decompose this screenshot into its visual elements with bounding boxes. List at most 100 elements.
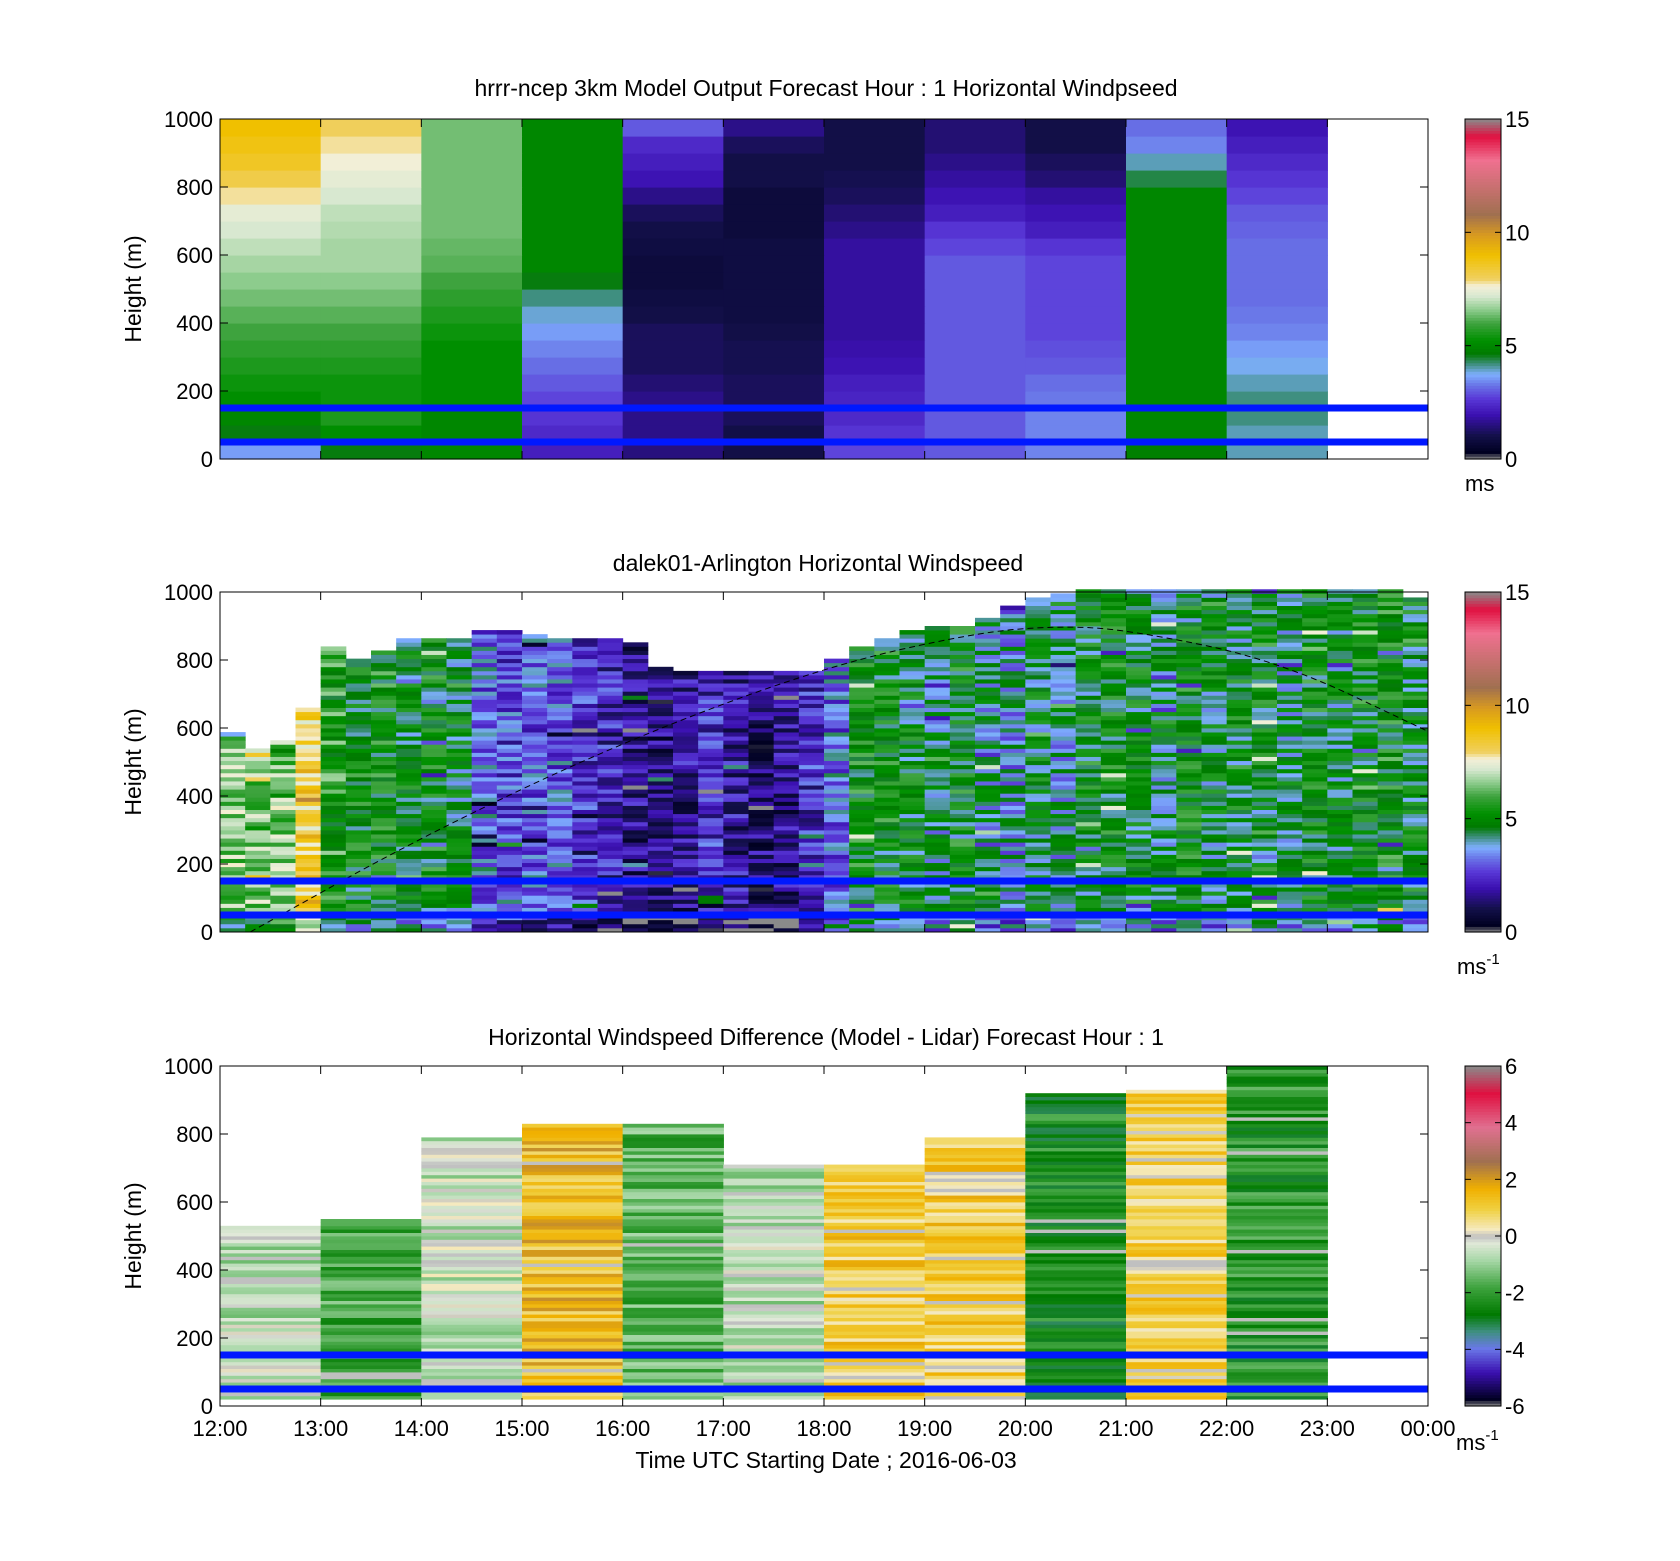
heatmap-cell bbox=[673, 797, 699, 802]
heatmap-cell bbox=[1151, 850, 1177, 855]
heatmap-cell bbox=[1302, 846, 1328, 851]
heatmap-cell bbox=[1176, 821, 1202, 827]
heatmap-cell bbox=[547, 830, 573, 835]
heatmap-cell bbox=[773, 821, 800, 827]
heatmap-cell bbox=[1000, 899, 1026, 904]
heatmap-cell bbox=[1226, 1147, 1328, 1152]
colorbar-tick-label: 15 bbox=[1505, 107, 1529, 132]
colorbar-swatch bbox=[1465, 597, 1501, 602]
heatmap-cell bbox=[446, 736, 473, 741]
heatmap-cell bbox=[1151, 699, 1177, 704]
heatmap-cell bbox=[1025, 1232, 1127, 1237]
heatmap-cell bbox=[723, 1317, 825, 1322]
heatmap-cell bbox=[1377, 736, 1404, 741]
heatmap-cell bbox=[295, 866, 322, 872]
heatmap-cell bbox=[220, 772, 246, 778]
heatmap-cell bbox=[371, 903, 397, 908]
heatmap-cell bbox=[1025, 740, 1051, 745]
heatmap-cell bbox=[924, 136, 1026, 154]
heatmap-cell bbox=[1126, 1256, 1228, 1261]
heatmap-cell bbox=[1327, 862, 1353, 868]
heatmap-cell bbox=[1277, 650, 1303, 655]
heatmap-cell bbox=[622, 1304, 724, 1308]
heatmap-cell bbox=[345, 899, 372, 904]
heatmap-cell bbox=[446, 683, 473, 688]
heatmap-cell bbox=[899, 825, 926, 831]
heatmap-cell bbox=[1025, 781, 1051, 786]
heatmap-cell bbox=[1226, 687, 1253, 692]
heatmap-cell bbox=[1151, 768, 1177, 774]
heatmap-cell bbox=[899, 760, 926, 766]
heatmap-cell bbox=[773, 805, 800, 810]
heatmap-cell bbox=[371, 785, 397, 790]
heatmap-cell bbox=[622, 187, 724, 205]
heatmap-cell bbox=[874, 732, 900, 737]
heatmap-cell bbox=[1226, 1310, 1328, 1315]
heatmap-cell bbox=[522, 221, 624, 239]
heatmap-cell bbox=[421, 674, 447, 680]
heatmap-cell bbox=[1126, 1127, 1228, 1131]
heatmap-cell bbox=[622, 1137, 724, 1142]
heatmap-cell bbox=[1302, 601, 1328, 606]
colorbar-swatch bbox=[1465, 379, 1501, 384]
heatmap-cell bbox=[622, 862, 649, 868]
heatmap-cell bbox=[1025, 801, 1051, 806]
heatmap-cell bbox=[220, 891, 246, 896]
heatmap-cell bbox=[1251, 809, 1278, 815]
heatmap-cell bbox=[1402, 801, 1429, 806]
heatmap-cell bbox=[1226, 1154, 1328, 1159]
heatmap-cell bbox=[798, 768, 825, 774]
heatmap-cell bbox=[849, 785, 875, 790]
heatmap-cell bbox=[1302, 699, 1328, 704]
colorbar-swatch bbox=[1465, 119, 1501, 123]
heatmap-cell bbox=[1327, 866, 1353, 872]
heatmap-cell bbox=[1025, 425, 1127, 443]
colorbar-swatch bbox=[1465, 334, 1501, 338]
heatmap-cell bbox=[874, 772, 900, 778]
colorbar-frame bbox=[1464, 118, 1502, 460]
heatmap-cell bbox=[446, 707, 473, 713]
heatmap-cell bbox=[597, 772, 624, 778]
heatmap-cell bbox=[1226, 1375, 1328, 1380]
heatmap-cell bbox=[748, 707, 775, 713]
heatmap-cell bbox=[522, 408, 624, 426]
heatmap-cell bbox=[622, 895, 649, 900]
heatmap-cell bbox=[1302, 687, 1328, 692]
heatmap-cell bbox=[647, 809, 674, 815]
heatmap-cell bbox=[1151, 621, 1177, 627]
heatmap-cell bbox=[924, 1164, 1026, 1169]
heatmap-cell bbox=[496, 736, 523, 741]
heatmap-cell bbox=[1277, 719, 1303, 725]
colorbar-swatch bbox=[1465, 297, 1501, 301]
heatmap-cell bbox=[547, 646, 573, 651]
heatmap-cell bbox=[597, 793, 624, 798]
heatmap-cell bbox=[824, 1242, 926, 1247]
heatmap-cell bbox=[824, 1256, 926, 1261]
colorbar-swatch bbox=[1465, 280, 1501, 284]
heatmap-cell bbox=[572, 903, 598, 908]
heatmap-cell bbox=[1176, 834, 1202, 839]
heatmap-cell bbox=[798, 728, 825, 733]
heatmap-cell bbox=[874, 825, 900, 831]
heatmap-cell bbox=[1226, 1164, 1328, 1169]
heatmap-cell bbox=[1377, 728, 1404, 733]
heatmap-cell bbox=[1025, 883, 1051, 888]
heatmap-cell bbox=[622, 650, 649, 655]
heatmap-cell bbox=[1226, 723, 1253, 729]
heatmap-cell bbox=[270, 825, 296, 831]
heatmap-cell bbox=[1201, 748, 1228, 753]
heatmap-cell bbox=[1226, 204, 1328, 222]
heatmap-cell bbox=[798, 711, 825, 717]
heatmap-cell bbox=[320, 703, 347, 708]
colorbar-swatch bbox=[1465, 439, 1501, 443]
heatmap-cell bbox=[1352, 768, 1379, 774]
heatmap-cell bbox=[471, 650, 498, 655]
heatmap-cell bbox=[1251, 621, 1278, 627]
heatmap-cell bbox=[345, 862, 372, 868]
heatmap-cell bbox=[1277, 887, 1303, 892]
colorbar-swatch bbox=[1465, 181, 1501, 185]
colorbar-swatch bbox=[1465, 362, 1501, 367]
colorbar-swatch bbox=[1465, 385, 1501, 389]
